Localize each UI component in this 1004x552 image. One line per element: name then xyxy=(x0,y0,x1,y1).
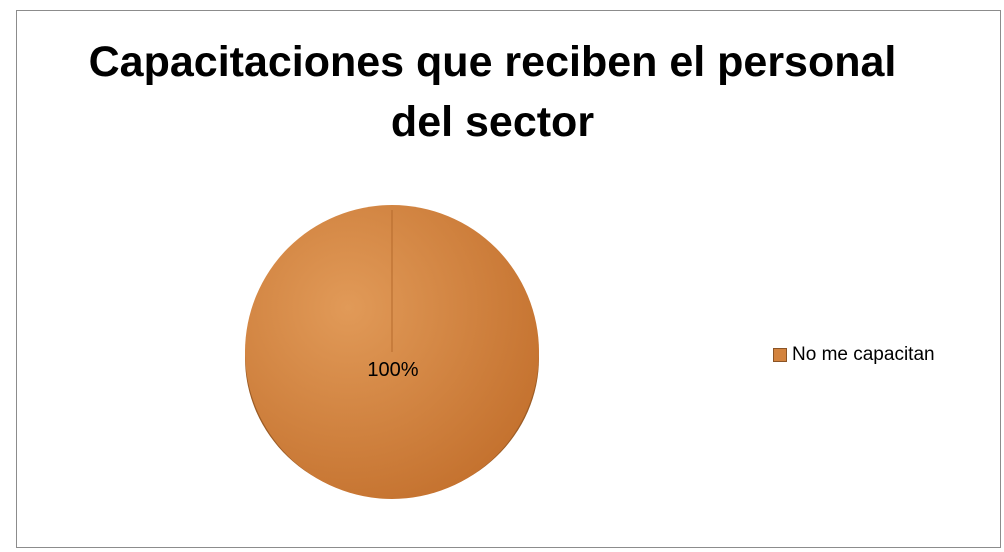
legend-label: No me capacitan xyxy=(792,344,935,365)
legend-swatch xyxy=(773,348,787,362)
chart-title-line-2: del sector xyxy=(390,98,595,146)
chart-title: Capacitaciones que reciben el personal d… xyxy=(0,32,985,152)
chart-title-line-1: Capacitaciones que reciben el personal xyxy=(88,38,897,86)
slice-data-label: 100% xyxy=(367,359,418,381)
legend: No me capacitan xyxy=(773,344,935,366)
